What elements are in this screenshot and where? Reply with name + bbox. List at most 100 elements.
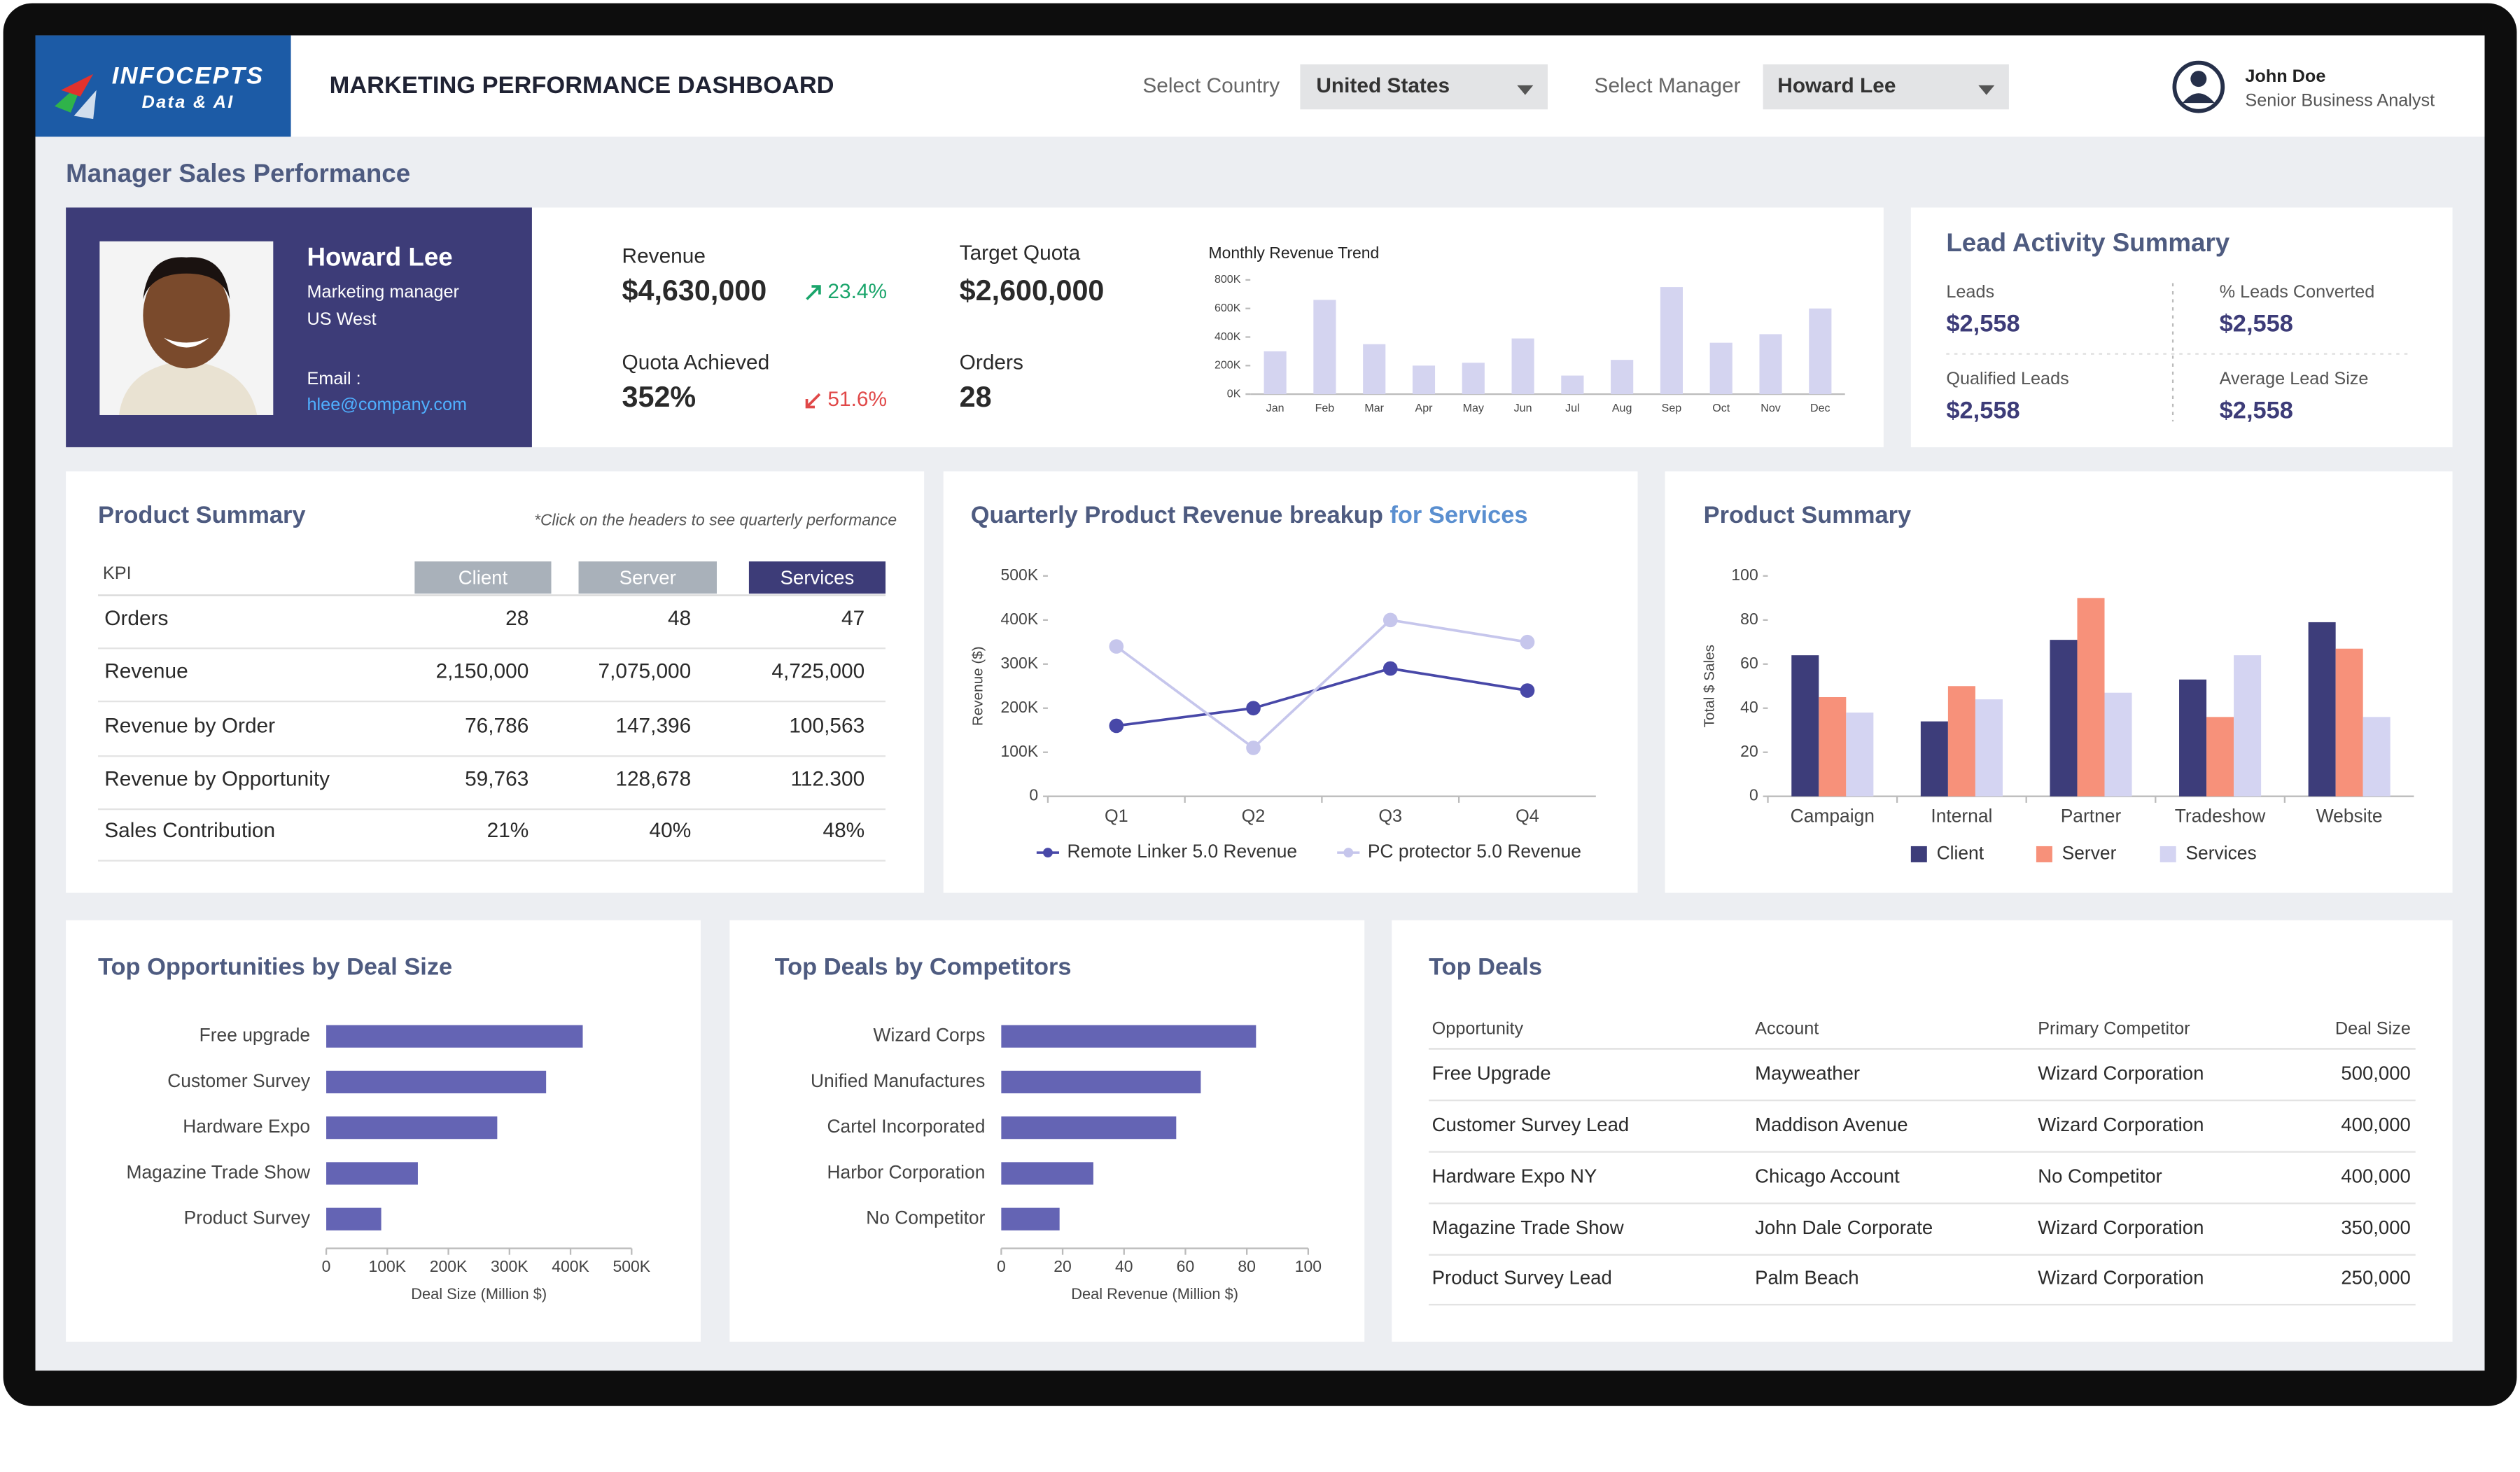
- table-cell: 47: [841, 607, 864, 630]
- y-tick-label: 300K: [1001, 654, 1039, 672]
- data-point: [1109, 639, 1124, 654]
- logo-subtext: Data & AI: [142, 92, 234, 112]
- table-cell: 2,150,000: [436, 660, 529, 683]
- y-tick-label: Harbor Corporation: [827, 1161, 985, 1182]
- x-axis-title: Deal Revenue (Million $): [1071, 1285, 1238, 1303]
- bar: [1947, 686, 1975, 797]
- table-header: KPI: [103, 563, 132, 583]
- bar: [1511, 338, 1534, 395]
- email-link[interactable]: hlee@company.com: [307, 395, 468, 414]
- bar: [1561, 375, 1584, 395]
- bar: [1975, 699, 2003, 797]
- table-header: Primary Competitor: [2038, 1019, 2190, 1039]
- table-cell: No Competitor: [2038, 1165, 2162, 1187]
- photo-hair: [143, 257, 230, 300]
- y-tick-label: Unified Manufactures: [811, 1070, 985, 1091]
- bar: [2104, 692, 2132, 797]
- country-value[interactable]: United States: [1316, 74, 1450, 97]
- row-label: Sales Contribution: [104, 819, 275, 842]
- x-tick-label: 400K: [552, 1257, 589, 1275]
- bar: [1264, 351, 1287, 395]
- table-header[interactable]: Services: [780, 567, 855, 589]
- header-cell[interactable]: [414, 561, 552, 594]
- kpi-label: Quota Achieved: [622, 351, 770, 374]
- down-arrow: [805, 393, 821, 409]
- kpi-label: Revenue: [622, 245, 706, 268]
- table-cell: Maddison Avenue: [1755, 1114, 1907, 1135]
- row-label: Orders: [104, 607, 168, 630]
- y-tick-label: 0K: [1227, 387, 1241, 400]
- lead-label: Average Lead Size: [2220, 369, 2369, 388]
- chart-title-text: Top Opportunities by Deal Size: [98, 954, 452, 981]
- y-tick-label: Cartel Incorporated: [827, 1116, 985, 1137]
- legend-label: Server: [2062, 842, 2117, 863]
- table-header[interactable]: Server: [620, 567, 676, 589]
- x-tick-label: Oct: [1712, 402, 1730, 414]
- lead-label: % Leads Converted: [2220, 282, 2375, 302]
- panel-title: Top Deals: [1429, 954, 1542, 981]
- x-tick-label: Apr: [1415, 402, 1433, 414]
- bar: [1846, 713, 1874, 797]
- kpi-label: Target Quota: [960, 241, 1081, 265]
- y-tick-label: Wizard Corps: [874, 1025, 986, 1046]
- bar: [1313, 300, 1336, 395]
- x-tick-label: Nov: [1760, 402, 1781, 414]
- kpi-panel: [531, 207, 1884, 447]
- user-icon-head[interactable]: [2190, 71, 2207, 87]
- chart-title-suffix: for Services: [1390, 502, 1527, 528]
- bar: [1660, 287, 1684, 395]
- row-label: Revenue: [104, 660, 188, 683]
- country-label: Select Country: [1142, 74, 1280, 97]
- x-tick-label: Tradeshow: [2175, 806, 2267, 827]
- user-icon[interactable]: [2172, 60, 2225, 113]
- y-tick-label: Hardware Expo: [183, 1116, 310, 1137]
- table-header[interactable]: Client: [458, 567, 508, 589]
- table-cell: Mayweather: [1755, 1063, 1860, 1084]
- manager-value[interactable]: Howard Lee: [1777, 74, 1896, 97]
- kpi-change: 51.6%: [827, 388, 887, 411]
- lead-value: $2,558: [2220, 397, 2293, 423]
- x-tick-label: Website: [2316, 806, 2383, 827]
- table-cell: 400,000: [2341, 1165, 2411, 1187]
- user-icon-body[interactable]: [2182, 93, 2215, 104]
- data-point: [1520, 634, 1535, 650]
- header-cell[interactable]: [578, 561, 717, 594]
- panel-title: Lead Activity Summary: [1946, 228, 2230, 257]
- bar: [2234, 655, 2262, 797]
- bar: [2179, 679, 2207, 797]
- y-tick-label: 100: [1731, 566, 1758, 584]
- email-label: Email :: [307, 369, 361, 388]
- y-axis-title: Revenue ($): [970, 646, 986, 726]
- table-cell: 500,000: [2341, 1063, 2411, 1084]
- country-dropdown[interactable]: [1300, 64, 1548, 110]
- table-cell: 76,786: [465, 715, 528, 738]
- bar: [1920, 721, 1948, 797]
- lead-label: Qualified Leads: [1946, 369, 2068, 388]
- data-point: [1109, 718, 1124, 734]
- header-bar: [35, 35, 2485, 137]
- kpi-change: 23.4%: [827, 280, 887, 303]
- bar: [1611, 360, 1634, 395]
- logo-icon: [74, 90, 97, 120]
- chart-title-text: Top Deals by Competitors: [775, 954, 1072, 981]
- dropdown-arrow[interactable]: [1978, 85, 1995, 95]
- row-label: Revenue by Order: [104, 715, 275, 738]
- table-cell: Free Upgrade: [1432, 1063, 1551, 1084]
- bar: [326, 1207, 382, 1231]
- manager-label: Select Manager: [1595, 74, 1741, 97]
- panel: [1392, 920, 2453, 1342]
- table-cell: Magazine Trade Show: [1432, 1217, 1624, 1238]
- chart-title-text: Product Summary: [1704, 502, 1911, 528]
- header-cell[interactable]: [748, 561, 886, 594]
- manager-dropdown[interactable]: [1763, 64, 2009, 110]
- x-tick-label: 20: [1054, 1257, 1072, 1275]
- data-point: [1382, 661, 1398, 676]
- table-cell: 250,000: [2341, 1266, 2411, 1288]
- y-tick-label: 800K: [1214, 273, 1241, 286]
- lead-label: Leads: [1946, 282, 1994, 302]
- chart-title: Product Summary: [1704, 502, 1911, 528]
- bar: [1001, 1116, 1177, 1140]
- x-tick-label: Sep: [1662, 402, 1682, 414]
- legend-marker: [1043, 848, 1053, 858]
- dropdown-arrow[interactable]: [1517, 85, 1534, 95]
